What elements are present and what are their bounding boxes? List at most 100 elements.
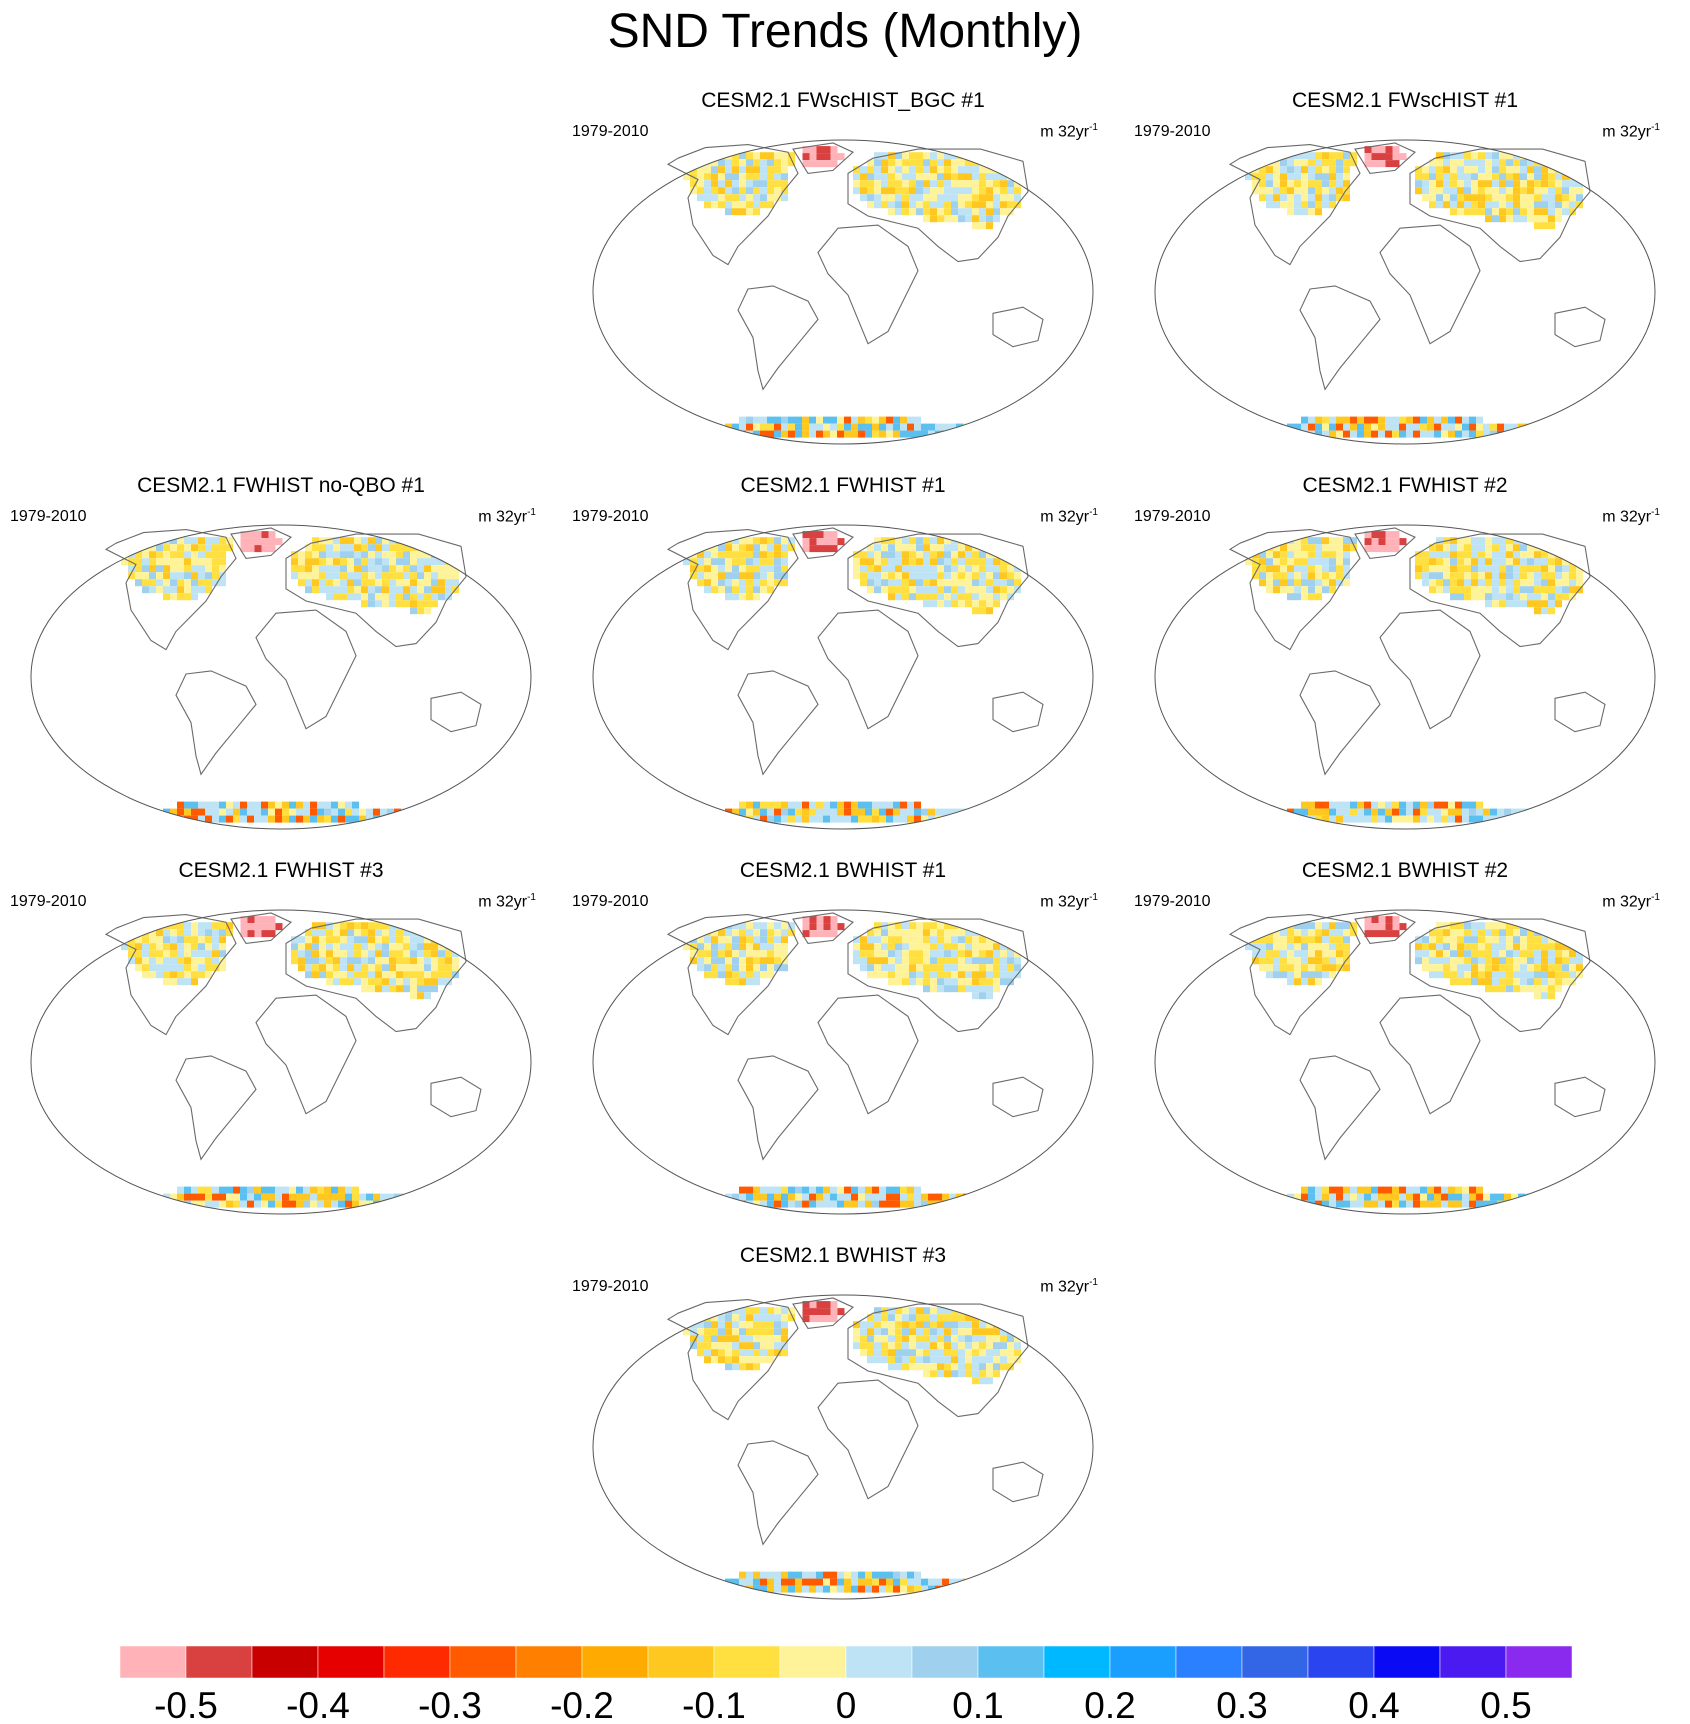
trend-cell [788,1200,795,1208]
trend-cell [184,801,191,809]
trend-cell [1336,957,1343,965]
trend-cell [774,180,781,188]
trend-cell [135,936,142,944]
trend-cell [170,971,177,979]
trend-cell [226,1186,233,1194]
trend-cell [1464,950,1471,958]
trend-cell [816,1571,823,1579]
trend-cell [767,922,774,930]
trend-cell [858,801,865,809]
trend-cell [867,579,874,587]
trend-cell [1308,430,1315,438]
trend-cell [261,538,269,546]
colorbar-box [1109,1645,1177,1679]
trend-cell [1569,978,1576,986]
trend-cell [1266,586,1273,594]
trend-cell [823,1315,831,1323]
trend-cell [993,201,1000,209]
trend-cell [1485,565,1492,573]
trend-cell [410,922,417,930]
trend-cell [1322,971,1329,979]
trend-cell [1329,943,1336,951]
trend-cell [781,166,788,174]
trend-cell [1518,1200,1525,1208]
trend-cell [424,565,431,573]
trend-cell [1336,187,1343,195]
trend-cell [1308,943,1315,951]
trend-cell [930,201,937,209]
trend-cell [1527,551,1534,559]
trend-cell [753,801,760,809]
trend-cell [1527,978,1534,986]
world-map [1154,524,1656,830]
trend-cell [310,808,317,816]
trend-cell [1294,201,1301,209]
trend-cell [1014,964,1021,972]
trend-cell [816,531,824,539]
trend-cell [986,208,993,216]
trend-cell [1301,551,1308,559]
trend-cell [1513,565,1520,573]
trend-cell [361,971,368,979]
trend-cell [921,1578,928,1586]
colorbar-tick-label: 0.2 [1084,1685,1135,1724]
south-america-coastline [1299,1055,1381,1161]
trend-cell [1378,815,1385,823]
trend-cell [1392,808,1399,816]
trend-cell [1322,558,1329,566]
trend-cell [1322,815,1329,823]
trend-cell [711,1307,718,1315]
trend-cell [732,1314,739,1322]
trend-cell [1434,801,1441,809]
trend-cell [853,957,860,965]
trend-cell [205,801,212,809]
trend-cell [1014,173,1021,181]
trend-cell [739,1578,746,1586]
trend-cell [802,416,809,424]
trend-cell [1436,957,1443,965]
trend-cell [930,208,937,216]
trend-cell [704,187,711,195]
trend-cell [823,160,831,168]
colorbar-box [713,1645,781,1679]
trend-cell [1478,579,1485,587]
trend-cell [184,565,191,573]
trend-cell [205,815,212,823]
trend-cell [907,1571,914,1579]
trend-cell [1259,173,1266,181]
trend-cell [170,572,177,580]
trend-cell [1294,971,1301,979]
period-label: 1979-2010 [572,1278,649,1295]
trend-cell [704,1356,711,1364]
trend-cell [1308,950,1315,958]
trend-cell [851,801,858,809]
trend-cell [830,430,837,438]
trend-cell [1492,173,1499,181]
trend-cell [1336,1193,1343,1201]
trend-cell [396,964,403,972]
trend-cell [895,957,902,965]
trend-cell [865,423,872,431]
trend-cell [895,1321,902,1329]
trend-cell [767,537,774,545]
trend-cell [1371,416,1378,424]
trend-cell [254,930,262,938]
trend-cell [170,950,177,958]
trend-cell [1499,558,1506,566]
trend-cell [1555,943,1562,951]
trend-cell [410,964,417,972]
trend-cell [1520,586,1527,594]
trend-cell [163,572,170,580]
trend-cell [1385,423,1392,431]
trend-cell [923,950,930,958]
trend-cell [149,565,156,573]
trend-cell [1415,558,1422,566]
trend-cell [711,558,718,566]
trend-cell [746,565,753,573]
trend-cell [704,166,711,174]
trend-cell [1499,152,1506,160]
trend-cell [895,180,902,188]
trend-cell [1336,180,1343,188]
trend-cell [979,964,986,972]
trend-cell [767,430,774,438]
